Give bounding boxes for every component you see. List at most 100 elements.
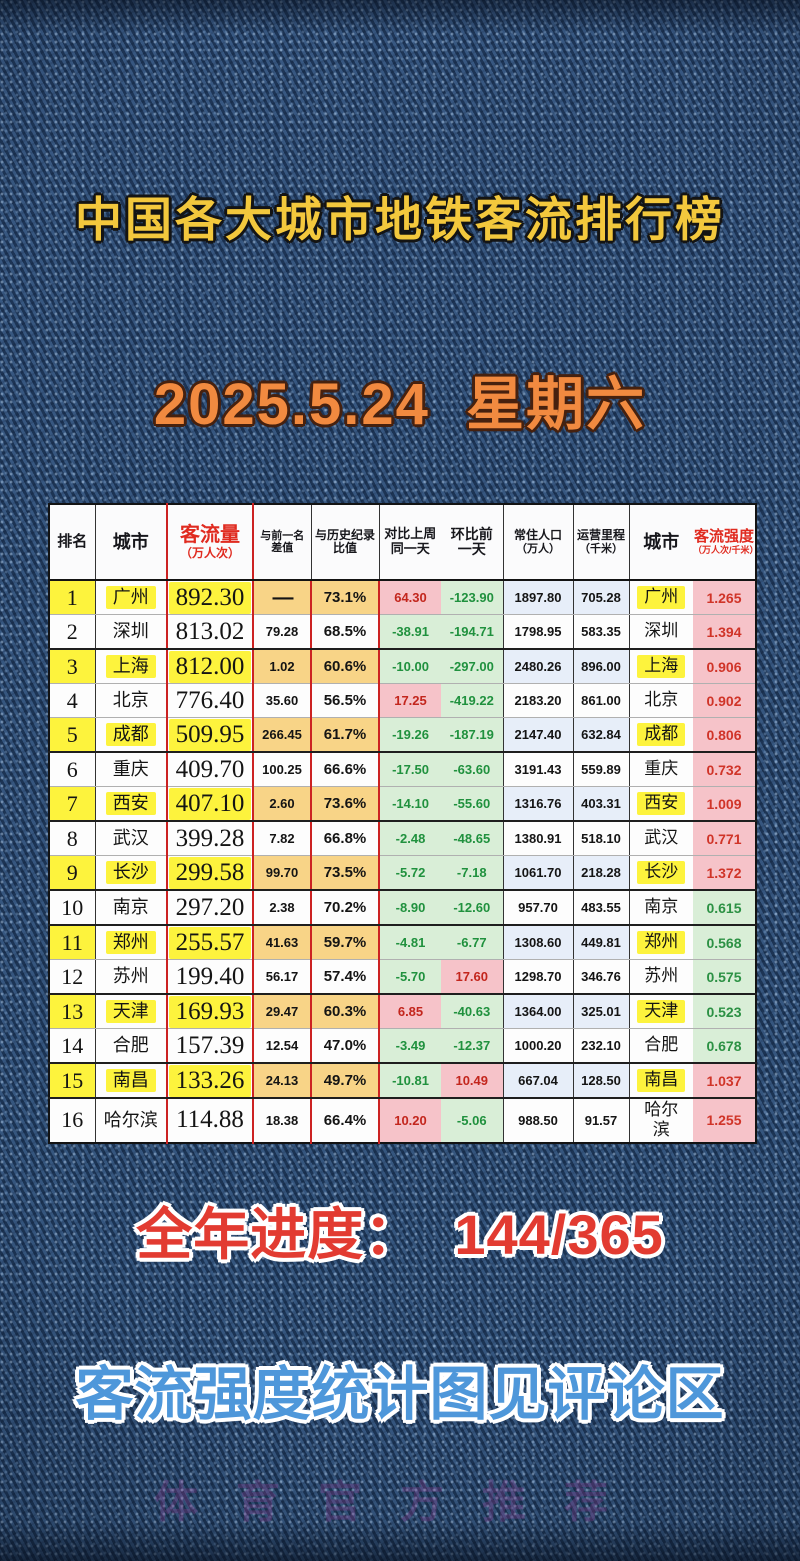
table-row: 12 苏州 199.40 56.17 57.4% -5.70 17.60 129… <box>49 959 756 995</box>
city-cell: 苏州 <box>95 959 167 995</box>
rank-cell: 4 <box>49 683 96 718</box>
table-row: 10 南京 297.20 2.38 70.2% -8.90 -12.60 957… <box>49 890 756 926</box>
table-row: 4 北京 776.40 35.60 56.5% 17.25 -419.22 21… <box>49 683 756 718</box>
week-compare-cell: -8.90 <box>379 890 441 926</box>
record-ratio-cell: 66.8% <box>311 821 380 856</box>
day-compare-cell: -48.65 <box>441 821 504 856</box>
table-row: 8 武汉 399.28 7.82 66.8% -2.48 -48.65 1380… <box>49 821 756 856</box>
day-compare-cell: -40.63 <box>441 994 504 1029</box>
population-cell: 1897.80 <box>503 580 574 615</box>
year-progress-text: 全年进度： 144/365 <box>136 1203 664 1266</box>
record-ratio-cell: 61.7% <box>311 717 380 753</box>
mileage-cell: 583.35 <box>573 614 630 650</box>
mileage-cell: 705.28 <box>573 580 630 615</box>
city-cell: 合肥 <box>95 1028 167 1064</box>
city-2-cell: 郑州 <box>629 925 693 960</box>
rank-cell: 6 <box>49 752 96 787</box>
city-cell: 南京 <box>95 890 167 926</box>
rank-cell: 2 <box>49 614 96 650</box>
rank-cell: 15 <box>49 1063 96 1099</box>
header-gap: 与前一名 差值 <box>253 504 312 581</box>
mileage-cell: 91.57 <box>573 1098 630 1143</box>
rank-cell: 13 <box>49 994 96 1029</box>
intensity-cell: 0.678 <box>693 1028 756 1064</box>
week-compare-cell: -17.50 <box>379 752 441 787</box>
gap-cell: 2.38 <box>253 890 312 926</box>
intensity-cell: 0.575 <box>693 959 756 995</box>
city-2-cell: 深圳 <box>629 614 693 650</box>
week-compare-cell: -2.48 <box>379 821 441 856</box>
day-compare-cell: -12.37 <box>441 1028 504 1064</box>
city-2-cell: 天津 <box>629 994 693 1029</box>
volume-cell: 199.40 <box>166 959 254 995</box>
day-compare-cell: -55.60 <box>441 786 504 822</box>
page-title: 中国各大城市地铁客流排行榜 <box>75 193 725 246</box>
table-row: 14 合肥 157.39 12.54 47.0% -3.49 -12.37 10… <box>49 1028 756 1064</box>
rank-cell: 11 <box>49 925 96 960</box>
city-cell: 西安 <box>95 786 167 822</box>
intensity-cell: 1.394 <box>693 614 756 650</box>
week-compare-cell: -5.70 <box>379 959 441 995</box>
record-ratio-cell: 66.4% <box>311 1098 380 1143</box>
city-2-cell: 合肥 <box>629 1028 693 1064</box>
city-cell: 广州 <box>95 580 167 615</box>
volume-cell: 812.00 <box>166 649 254 684</box>
city-cell: 南昌 <box>95 1063 167 1099</box>
gap-cell: 100.25 <box>253 752 312 787</box>
city-cell: 深圳 <box>95 614 167 650</box>
volume-cell: 409.70 <box>166 752 254 787</box>
header-intensity: 客流强度 （万人次/千米） <box>693 504 756 581</box>
watermark-text: 体育官方推荐 <box>154 1478 646 1527</box>
population-cell: 1798.95 <box>503 614 574 650</box>
intensity-cell: 1.009 <box>693 786 756 822</box>
population-cell: 2183.20 <box>503 683 574 718</box>
week-compare-cell: -38.91 <box>379 614 441 650</box>
week-compare-cell: -10.81 <box>379 1063 441 1099</box>
rank-cell: 9 <box>49 855 96 891</box>
volume-cell: 114.88 <box>166 1098 254 1143</box>
population-cell: 1364.00 <box>503 994 574 1029</box>
table-row: 2 深圳 813.02 79.28 68.5% -38.91 -194.71 1… <box>49 614 756 650</box>
header-volume: 客流量 （万人次） <box>166 504 254 581</box>
table-row: 6 重庆 409.70 100.25 66.6% -17.50 -63.60 3… <box>49 752 756 787</box>
week-compare-cell: 64.30 <box>379 580 441 615</box>
mileage-cell: 403.31 <box>573 786 630 822</box>
gap-cell: 12.54 <box>253 1028 312 1064</box>
intensity-cell: 0.732 <box>693 752 756 787</box>
city-2-cell: 重庆 <box>629 752 693 787</box>
day-compare-cell: -12.60 <box>441 890 504 926</box>
volume-cell: 255.57 <box>166 925 254 960</box>
city-2-cell: 苏州 <box>629 959 693 995</box>
intensity-cell: 1.037 <box>693 1063 756 1099</box>
city-2-cell: 长沙 <box>629 855 693 891</box>
record-ratio-cell: 73.5% <box>311 855 380 891</box>
day-compare-cell: -5.06 <box>441 1098 504 1143</box>
population-cell: 2480.26 <box>503 649 574 684</box>
rank-cell: 7 <box>49 786 96 822</box>
day-compare-cell: -123.90 <box>441 580 504 615</box>
population-cell: 1061.70 <box>503 855 574 891</box>
population-cell: 1308.60 <box>503 925 574 960</box>
table-row: 7 西安 407.10 2.60 73.6% -14.10 -55.60 131… <box>49 786 756 822</box>
rank-cell: 3 <box>49 649 96 684</box>
rank-cell: 10 <box>49 890 96 926</box>
header-rank: 排名 <box>49 504 95 581</box>
record-ratio-cell: 73.1% <box>311 580 380 615</box>
table-row: 5 成都 509.95 266.45 61.7% -19.26 -187.19 … <box>49 717 756 753</box>
header-city: 城市 <box>94 504 167 581</box>
city-2-cell: 南昌 <box>629 1063 693 1099</box>
record-ratio-cell: 57.4% <box>311 959 380 995</box>
intensity-cell: 1.265 <box>693 580 756 615</box>
volume-cell: 509.95 <box>166 717 254 753</box>
intensity-cell: 1.372 <box>693 855 756 891</box>
volume-cell: 169.93 <box>166 994 254 1029</box>
table-row: 15 南昌 133.26 24.13 49.7% -10.81 10.49 66… <box>49 1063 756 1099</box>
population-cell: 957.70 <box>503 890 574 926</box>
gap-cell: 2.60 <box>253 786 312 822</box>
population-cell: 2147.40 <box>503 717 574 753</box>
week-compare-cell: -14.10 <box>379 786 441 822</box>
record-ratio-cell: 60.3% <box>311 994 380 1029</box>
city-cell: 重庆 <box>95 752 167 787</box>
day-compare-cell: 17.60 <box>441 959 504 995</box>
day-compare-cell: 10.49 <box>441 1063 504 1099</box>
